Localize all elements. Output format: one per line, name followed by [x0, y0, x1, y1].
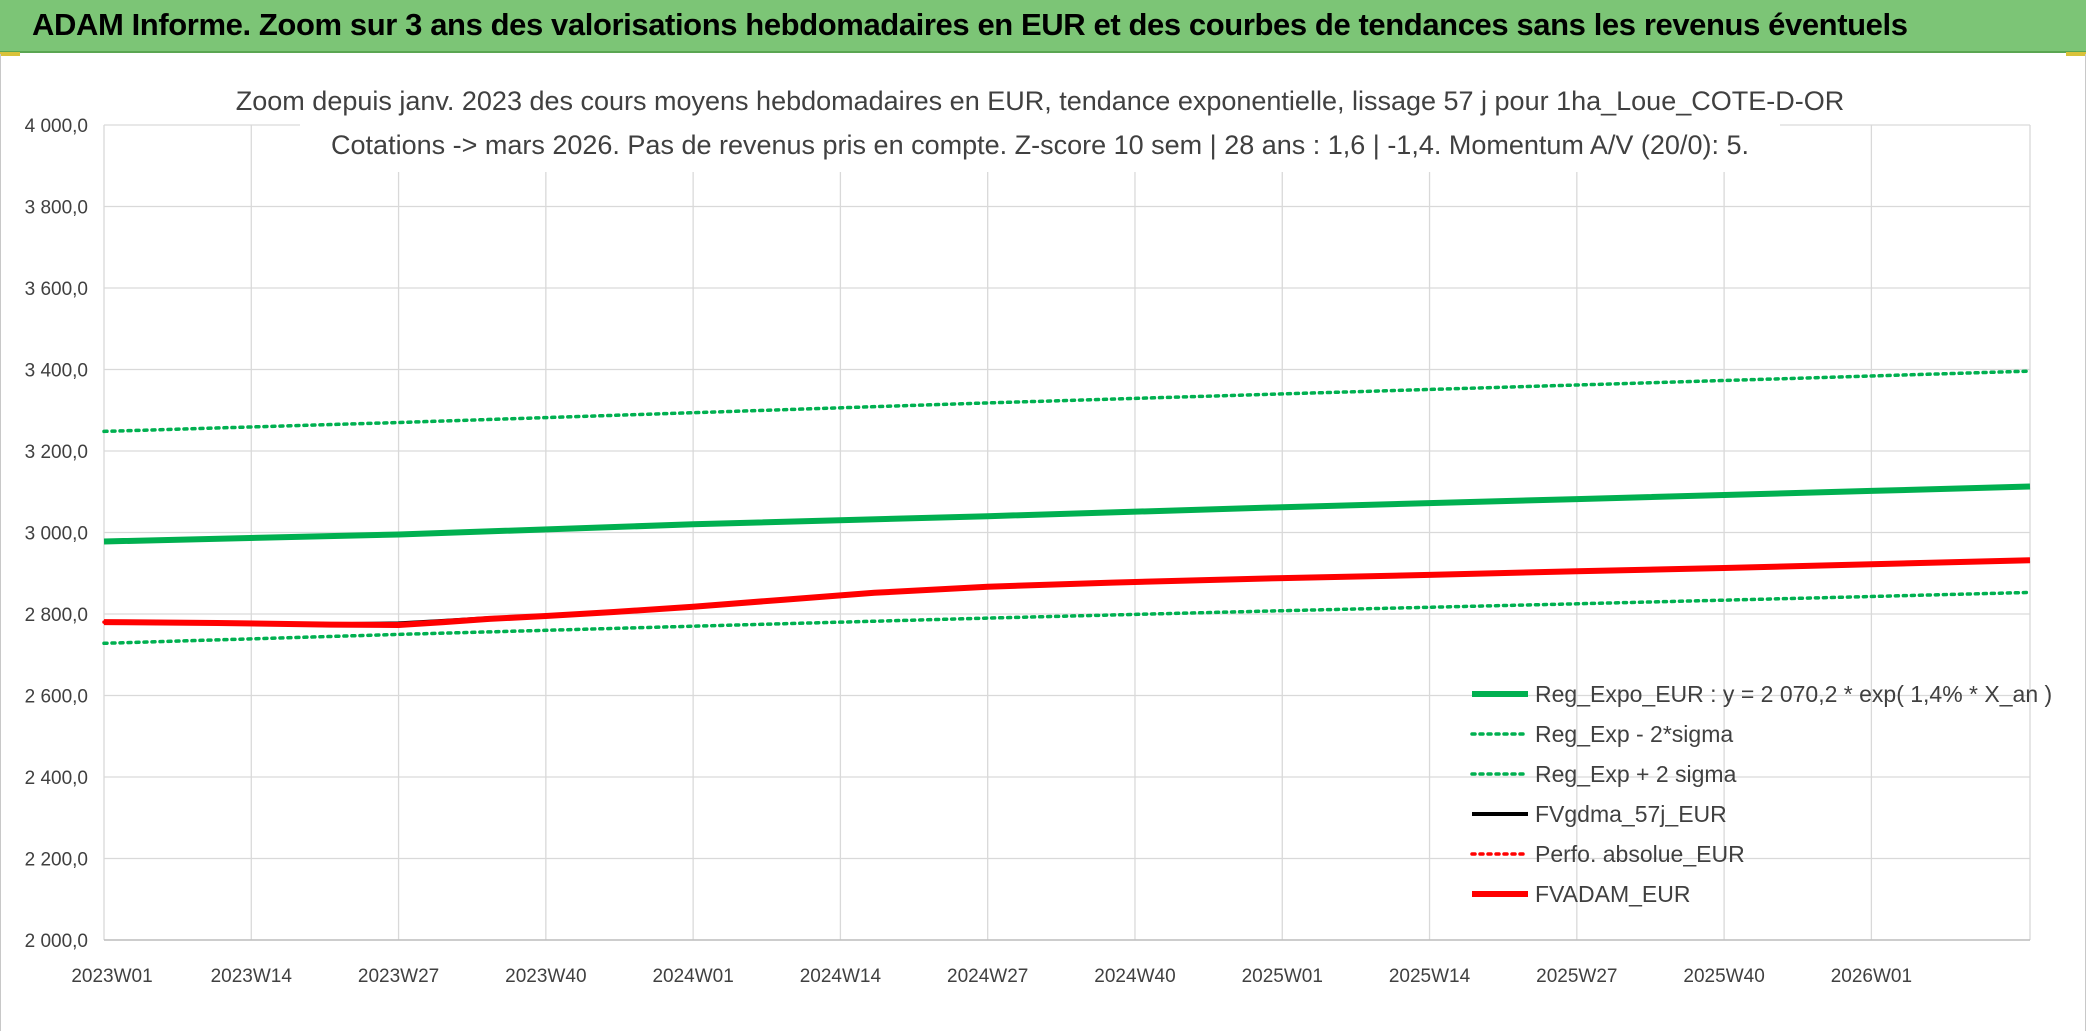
data-series	[102, 369, 2032, 646]
y-tick-label: 3 400,0	[25, 361, 88, 382]
y-tick-label: 2 000,0	[25, 931, 88, 952]
x-tick-label: 2025W27	[1536, 966, 1617, 987]
series-line	[102, 590, 2032, 646]
legend-label: FVADAM_EUR	[1535, 881, 1691, 907]
report-title: ADAM Informe. Zoom sur 3 ans des valoris…	[32, 7, 1908, 42]
chart-title-line-1: Zoom depuis janv. 2023 des cours moyens …	[236, 86, 1844, 116]
corner-mark-left	[0, 52, 20, 56]
legend: Reg_Expo_EUR : y = 2 070,2 * exp( 1,4% *…	[1470, 681, 2052, 907]
legend-label: FVgdma_57j_EUR	[1535, 801, 1727, 827]
chart-title-line-2: Cotations -> mars 2026. Pas de revenus p…	[331, 130, 1749, 160]
x-tick-label: 2025W40	[1683, 966, 1764, 987]
x-tick-label: 2025W14	[1389, 966, 1471, 987]
x-tick-label: 2025W01	[1242, 966, 1323, 987]
series-line	[103, 557, 2031, 628]
legend-label: Reg_Exp - 2*sigma	[1535, 721, 1733, 747]
y-tick-label: 2 200,0	[25, 850, 88, 871]
y-tick-label: 2 600,0	[25, 687, 88, 708]
x-tick-label: 2024W01	[652, 966, 733, 987]
y-tick-label: 3 600,0	[25, 279, 88, 300]
legend-label: Perfo. absolue_EUR	[1535, 841, 1745, 867]
x-tick-label: 2024W27	[947, 966, 1028, 987]
y-axis-ticks: 2 000,0 2 200,0 2 400,0 2 600,0 2 800,0 3 000…	[25, 116, 88, 952]
series-line	[102, 369, 2032, 434]
y-tick-label: 2 400,0	[25, 768, 88, 789]
legend-label: Reg_Expo_EUR : y = 2 070,2 * exp( 1,4% *…	[1535, 681, 2052, 707]
y-tick-label: 3 200,0	[25, 442, 88, 463]
x-axis-ticks: 2023W01 2023W14 2023W27 2023W40 2024W01 2024W…	[71, 966, 1912, 987]
y-tick-label: 4 000,0	[25, 116, 88, 137]
gridlines	[103, 124, 2031, 941]
y-tick-label: 3 000,0	[25, 524, 88, 545]
corner-mark-right	[2066, 52, 2086, 56]
series-line	[103, 483, 2031, 545]
x-tick-label: 2023W40	[505, 966, 586, 987]
legend-label: Reg_Exp + 2 sigma	[1535, 761, 1737, 787]
y-tick-label: 3 800,0	[25, 198, 88, 219]
y-tick-label: 2 800,0	[25, 605, 88, 626]
x-tick-label: 2024W40	[1094, 966, 1175, 987]
x-tick-label: 2024W14	[800, 966, 882, 987]
x-tick-label: 2023W14	[211, 966, 293, 987]
x-tick-label: 2023W27	[358, 966, 439, 987]
x-tick-label: 2026W01	[1831, 966, 1912, 987]
x-tick-label: 2023W01	[71, 966, 152, 987]
chart-title: Zoom depuis janv. 2023 des cours moyens …	[236, 80, 1844, 172]
title-background	[300, 80, 1780, 172]
report-banner: ADAM Informe. Zoom sur 3 ans des valoris…	[0, 0, 2086, 53]
